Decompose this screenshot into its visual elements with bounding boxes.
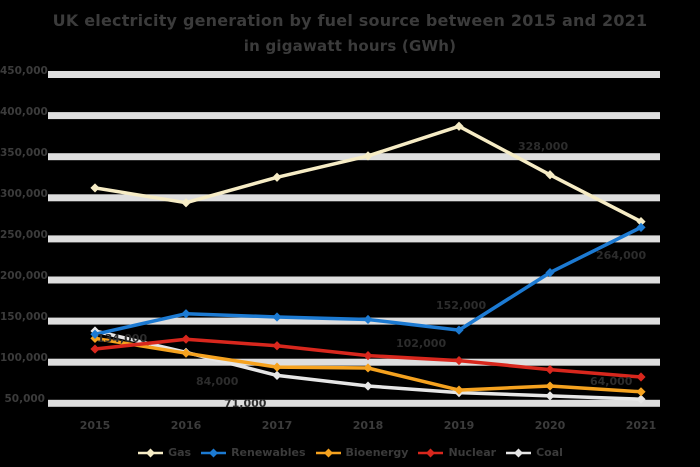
legend-line-marker-icon xyxy=(315,448,341,457)
legend-line-marker-icon xyxy=(418,448,444,457)
legend-line-marker-icon xyxy=(201,448,227,457)
data-point-marker xyxy=(636,217,646,227)
data-point-marker xyxy=(363,363,373,373)
legend-item-coal: Coal xyxy=(505,446,563,459)
data-point-marker xyxy=(90,183,100,193)
y-axis-label: 50,000 xyxy=(4,393,45,405)
legend-label: Bioenergy xyxy=(345,446,409,459)
gridline xyxy=(48,317,660,325)
data-point-marker xyxy=(272,362,282,372)
data-point-marker xyxy=(636,222,646,232)
data-point-marker xyxy=(272,370,282,380)
data-point-marker xyxy=(181,198,191,208)
legend: Gas Renewables Bioenergy Nuclear Coal xyxy=(0,446,700,459)
data-point-marker xyxy=(545,381,555,391)
y-axis-label: 150,000 xyxy=(0,311,48,323)
gridline xyxy=(48,276,660,284)
data-point-marker xyxy=(181,348,191,358)
legend-item-bioenergy: Bioenergy xyxy=(315,446,409,459)
data-point-marker xyxy=(454,385,464,395)
data-point-marker xyxy=(545,268,555,278)
legend-label: Nuclear xyxy=(448,446,497,459)
data-point-marker xyxy=(363,381,373,391)
annotation-label: 102,000 xyxy=(396,337,447,350)
data-point-marker xyxy=(181,334,191,344)
data-point-marker xyxy=(454,355,464,366)
annotation-label: 134,000 xyxy=(97,332,148,345)
annotation-label: 64,000 xyxy=(590,375,633,388)
annotation-label: 264,000 xyxy=(596,249,647,262)
data-point-marker xyxy=(363,314,373,325)
data-point-marker xyxy=(636,394,646,404)
chart-title-line1: UK electricity generation by fuel source… xyxy=(52,11,648,30)
y-axis-label: 250,000 xyxy=(0,229,48,241)
annotation-label: 328,000 xyxy=(518,140,569,153)
data-point-marker xyxy=(545,364,555,375)
data-point-marker xyxy=(363,151,373,161)
x-axis-label: 2020 xyxy=(534,419,566,432)
data-point-marker xyxy=(90,344,100,354)
legend-line-marker-icon xyxy=(138,448,164,457)
y-axis-label: 300,000 xyxy=(0,188,48,200)
x-axis-label: 2015 xyxy=(79,419,111,432)
annotation-label: 152,000 xyxy=(436,299,487,312)
data-point-marker xyxy=(90,329,100,339)
data-point-marker xyxy=(272,312,282,322)
gridline xyxy=(48,153,660,161)
data-point-marker xyxy=(272,172,282,182)
legend-label: Gas xyxy=(168,446,192,459)
gridline xyxy=(48,194,660,202)
legend-item-nuclear: Nuclear xyxy=(417,446,496,459)
legend-item-renewables: Renewables xyxy=(200,446,306,459)
data-point-marker xyxy=(454,121,464,131)
data-point-marker xyxy=(363,351,373,361)
y-axis-label: 100,000 xyxy=(0,352,48,364)
x-axis-label: 2018 xyxy=(352,419,384,432)
data-point-marker xyxy=(636,387,646,397)
x-axis-label: 2019 xyxy=(443,419,475,432)
y-axis-label: 200,000 xyxy=(0,270,48,282)
gridline xyxy=(48,112,660,120)
gridline xyxy=(48,71,660,78)
legend-label: Renewables xyxy=(231,446,306,459)
annotation-label: 84,000 xyxy=(196,375,239,388)
data-point-marker xyxy=(272,341,282,351)
annotation-label: 71,000 xyxy=(224,397,267,410)
gridline xyxy=(48,358,660,366)
data-point-marker xyxy=(454,325,464,335)
data-point-marker xyxy=(545,170,555,180)
y-axis-label: 450,000 xyxy=(0,65,48,77)
y-axis-label: 350,000 xyxy=(0,147,48,159)
x-axis-label: 2021 xyxy=(625,419,657,432)
legend-line-marker-icon xyxy=(506,448,532,457)
data-point-marker xyxy=(636,372,646,382)
legend-label: Coal xyxy=(536,446,563,459)
chart-title-line2: in gigawatt hours (GWh) xyxy=(243,37,457,55)
gridline xyxy=(48,235,660,243)
y-axis-label: 400,000 xyxy=(0,106,48,118)
legend-item-gas: Gas xyxy=(137,446,191,459)
x-axis-label: 2017 xyxy=(261,419,293,432)
data-point-marker xyxy=(181,309,191,319)
data-point-marker xyxy=(545,391,555,401)
gridline xyxy=(48,399,660,407)
x-axis-label: 2016 xyxy=(170,419,202,432)
